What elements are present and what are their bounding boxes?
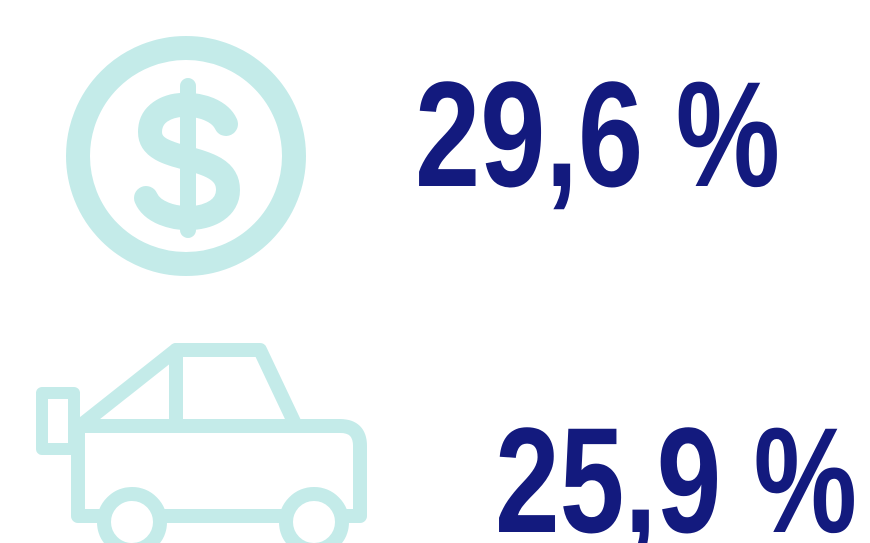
coin-ring (66, 36, 306, 276)
car-body (71, 419, 367, 523)
stat-value: 29,6 % (415, 50, 780, 218)
car-bumper (36, 387, 80, 455)
car-wheel (279, 487, 349, 543)
car-wheel (97, 487, 167, 543)
car-icon (36, 343, 367, 543)
car-cabin (73, 343, 303, 433)
coin-icon (66, 36, 306, 276)
stat-value: 25,9 % (495, 396, 857, 543)
dollar-s (134, 92, 240, 230)
